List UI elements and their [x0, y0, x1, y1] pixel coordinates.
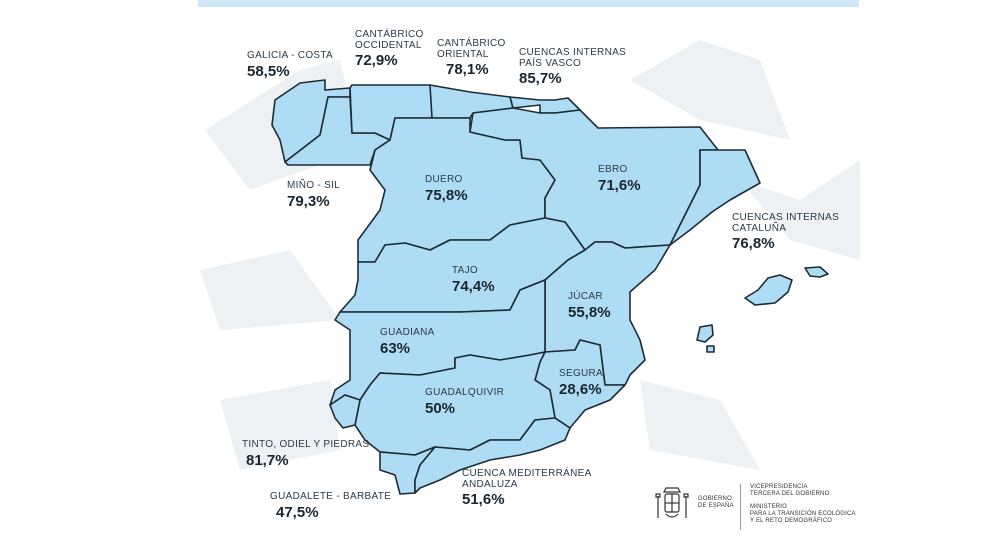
label-guadalquivir: GUADALQUIVIR 50%	[425, 387, 505, 417]
island-ibiza[interactable]	[696, 324, 714, 343]
gobierno-de-espana-text: GOBIERNO DE ESPAÑA	[698, 496, 734, 509]
label-duero: DUERO 75,8%	[425, 174, 468, 204]
label-jucar: JÚCAR 55,8%	[568, 291, 611, 321]
label-tajo: TAJO 74,4%	[452, 265, 495, 295]
top-accent-bar	[198, 0, 859, 7]
footer-divider	[740, 484, 741, 530]
basin-tinto-odiel-piedras[interactable]	[329, 394, 361, 429]
label-mino-sil: MIÑO - SIL 79,3%	[287, 180, 341, 210]
label-pais-vasco: CUENCAS INTERNAS PAÍS VASCO 85,7%	[519, 47, 627, 87]
coat-of-arms-icon	[655, 487, 689, 518]
label-guadalete: GUADALETE - BARBATE 47,5%	[270, 491, 392, 521]
label-guadiana: GUADIANA 63%	[380, 327, 435, 357]
ministry-text: VICEPRESIDENCIA TERCERA DEL GOBIERNO MIN…	[750, 484, 856, 524]
label-mediterranea: CUENCA MEDITERRÁNEA ANDALUZA 51,6%	[462, 468, 592, 508]
label-segura: SEGURA 28,6%	[559, 368, 604, 398]
label-galicia: GALICIA - COSTA 58,5%	[247, 50, 333, 80]
basin-cataluna[interactable]	[669, 149, 761, 246]
island-mallorca[interactable]	[744, 274, 793, 306]
label-cataluna: CUENCAS INTERNAS CATALUÑA 76,8%	[732, 212, 840, 252]
basin-mediterranea-andaluza[interactable]	[414, 417, 571, 494]
island-formentera[interactable]	[706, 345, 715, 353]
label-cantabrico-oriental: CANTÁBRICO ORIENTAL 78,1%	[437, 38, 506, 78]
label-tinto: TINTO, ODIEL Y PIEDRAS 81,7%	[242, 439, 370, 469]
label-cantabrico-occidental: CANTÁBRICO OCCIDENTAL 72,9%	[355, 29, 424, 69]
island-menorca[interactable]	[804, 266, 829, 278]
label-ebro: EBRO 71,6%	[598, 164, 641, 194]
